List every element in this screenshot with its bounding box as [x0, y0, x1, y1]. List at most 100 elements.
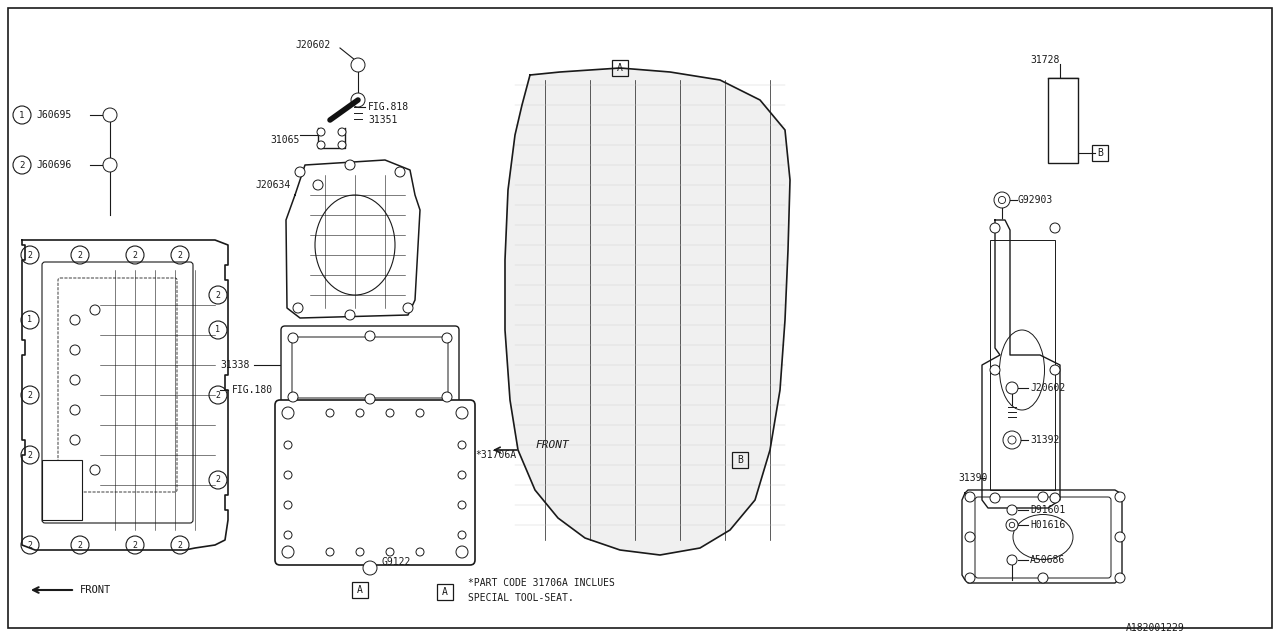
Circle shape	[364, 561, 378, 575]
Text: 1: 1	[215, 326, 220, 335]
Text: *31706A: *31706A	[475, 450, 516, 460]
Circle shape	[1007, 505, 1018, 515]
Text: G9122: G9122	[381, 557, 411, 567]
Circle shape	[282, 407, 294, 419]
Text: 1: 1	[19, 111, 24, 120]
Circle shape	[102, 108, 116, 122]
Circle shape	[458, 471, 466, 479]
Circle shape	[989, 365, 1000, 375]
Text: J20602: J20602	[1030, 383, 1065, 393]
Text: J60696: J60696	[36, 160, 72, 170]
Bar	[42, 460, 82, 520]
Text: A: A	[357, 585, 364, 595]
Text: A: A	[617, 63, 623, 73]
Text: A50686: A50686	[1030, 555, 1065, 565]
Circle shape	[365, 394, 375, 404]
Circle shape	[1050, 365, 1060, 375]
Circle shape	[326, 548, 334, 556]
Text: 31728: 31728	[1030, 55, 1060, 65]
Circle shape	[284, 441, 292, 449]
Circle shape	[288, 333, 298, 343]
Circle shape	[356, 409, 364, 417]
Circle shape	[1007, 555, 1018, 565]
Text: 2: 2	[27, 451, 32, 460]
Polygon shape	[22, 240, 228, 550]
Polygon shape	[963, 490, 1123, 583]
Circle shape	[338, 141, 346, 149]
Circle shape	[314, 180, 323, 190]
Text: D91601: D91601	[1030, 505, 1065, 515]
Circle shape	[1006, 382, 1018, 394]
Polygon shape	[285, 160, 420, 318]
Text: SPECIAL TOOL-SEAT.: SPECIAL TOOL-SEAT.	[468, 593, 573, 603]
Text: 31390: 31390	[957, 473, 987, 483]
Circle shape	[989, 223, 1000, 233]
Text: FIG.180: FIG.180	[232, 385, 273, 395]
Circle shape	[282, 546, 294, 558]
Circle shape	[284, 531, 292, 539]
FancyBboxPatch shape	[282, 326, 460, 409]
Circle shape	[1050, 223, 1060, 233]
Circle shape	[351, 58, 365, 72]
Text: 31338: 31338	[220, 360, 250, 370]
Circle shape	[458, 441, 466, 449]
Circle shape	[1115, 532, 1125, 542]
Text: *PART CODE 31706A INCLUES: *PART CODE 31706A INCLUES	[468, 578, 614, 588]
Circle shape	[70, 315, 79, 325]
Text: FIG.818: FIG.818	[369, 102, 410, 112]
Text: 2: 2	[215, 476, 220, 484]
Circle shape	[456, 546, 468, 558]
Polygon shape	[506, 68, 790, 555]
Text: A182001229: A182001229	[1126, 623, 1185, 633]
Circle shape	[346, 310, 355, 320]
Circle shape	[90, 465, 100, 475]
Circle shape	[288, 392, 298, 402]
Circle shape	[102, 158, 116, 172]
Text: 2: 2	[133, 541, 137, 550]
Circle shape	[356, 548, 364, 556]
Circle shape	[396, 167, 404, 177]
Circle shape	[1115, 492, 1125, 502]
Text: G92903: G92903	[1018, 195, 1053, 205]
Circle shape	[1004, 431, 1021, 449]
Text: FRONT: FRONT	[535, 440, 568, 450]
Circle shape	[965, 532, 975, 542]
Bar	[732, 452, 748, 468]
Circle shape	[442, 392, 452, 402]
Text: 1: 1	[27, 316, 32, 324]
Circle shape	[965, 492, 975, 502]
Circle shape	[90, 305, 100, 315]
Circle shape	[365, 331, 375, 341]
Text: FRONT: FRONT	[79, 585, 111, 595]
Circle shape	[965, 573, 975, 583]
Bar	[1092, 145, 1108, 161]
Circle shape	[416, 548, 424, 556]
Circle shape	[70, 405, 79, 415]
Circle shape	[317, 128, 325, 136]
Text: 2: 2	[78, 250, 82, 259]
Circle shape	[416, 409, 424, 417]
Text: B: B	[737, 455, 742, 465]
Text: 2: 2	[27, 250, 32, 259]
Text: 31351: 31351	[369, 115, 397, 125]
Circle shape	[1038, 573, 1048, 583]
Text: 31065: 31065	[270, 135, 300, 145]
Text: 31392: 31392	[1030, 435, 1060, 445]
Circle shape	[403, 303, 413, 313]
Circle shape	[458, 531, 466, 539]
Text: 2: 2	[78, 541, 82, 550]
Circle shape	[294, 167, 305, 177]
Bar	[352, 582, 369, 598]
Circle shape	[442, 333, 452, 343]
Text: J20602: J20602	[294, 40, 330, 50]
Circle shape	[995, 192, 1010, 208]
Bar	[612, 60, 628, 76]
Circle shape	[387, 409, 394, 417]
Text: H01616: H01616	[1030, 520, 1065, 530]
Circle shape	[284, 501, 292, 509]
Circle shape	[70, 345, 79, 355]
Text: 2: 2	[27, 541, 32, 550]
Text: A: A	[442, 587, 448, 597]
Circle shape	[284, 471, 292, 479]
Circle shape	[70, 435, 79, 445]
